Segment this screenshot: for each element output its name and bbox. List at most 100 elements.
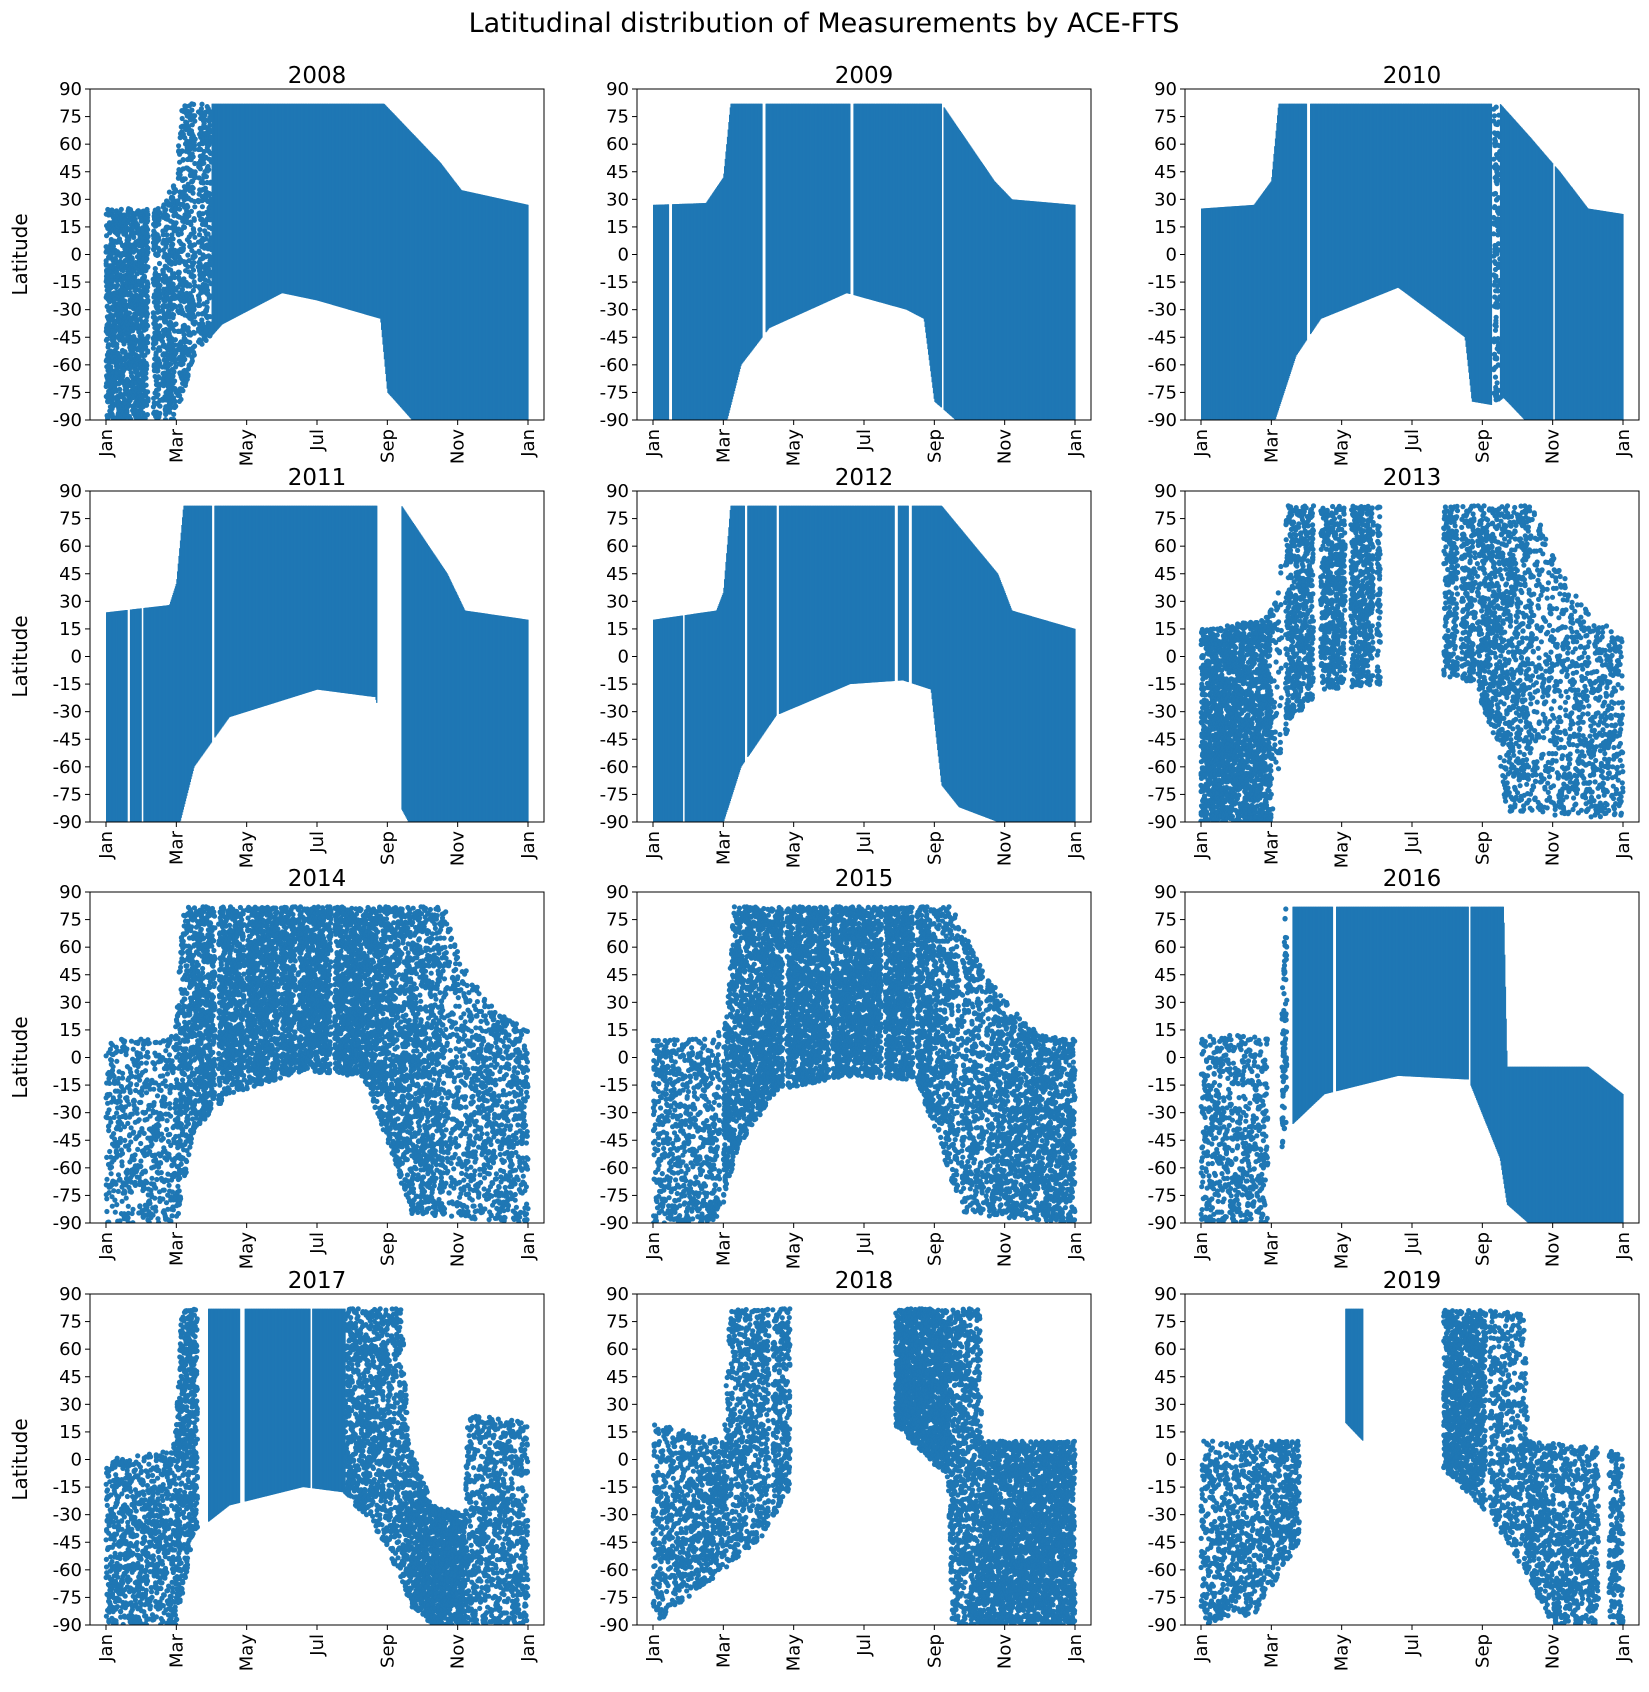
data-band (923, 103, 925, 319)
data-band (250, 103, 253, 310)
data-band (1488, 103, 1490, 405)
data-band (1028, 200, 1030, 420)
data-band (239, 505, 241, 714)
data-point (192, 319, 198, 325)
data-band (937, 103, 939, 405)
data-band (187, 505, 189, 791)
data-band (473, 192, 475, 420)
data-band (1371, 103, 1373, 299)
data-band (1574, 191, 1576, 420)
data-band (349, 103, 351, 310)
data-band (1348, 103, 1350, 308)
data-band (1535, 143, 1537, 420)
data-band (240, 505, 242, 714)
data-band (351, 103, 353, 311)
data-band (845, 103, 847, 294)
data-band (371, 103, 374, 317)
data-band (1479, 103, 1481, 403)
data-band (814, 103, 817, 308)
data-band (740, 103, 742, 367)
data-point (187, 283, 193, 289)
data-band (1611, 212, 1613, 420)
data-band (259, 505, 261, 708)
data-point (191, 314, 197, 320)
data-band (1528, 136, 1531, 420)
data-point (122, 298, 128, 304)
data-band (1224, 206, 1227, 420)
data-band (750, 103, 752, 353)
data-band (369, 103, 371, 316)
data-band (829, 103, 831, 301)
data-band (1557, 169, 1559, 420)
data-band (313, 103, 315, 300)
data-band (1400, 103, 1402, 290)
data-band (1240, 205, 1242, 420)
data-band (951, 118, 953, 417)
data-band (234, 505, 236, 716)
data-band (675, 204, 677, 420)
data-band (945, 110, 947, 412)
data-band (1363, 103, 1365, 302)
data-band (526, 204, 528, 420)
data-band (979, 159, 981, 420)
data-band (319, 505, 321, 690)
data-band (1369, 103, 1371, 300)
data-band (859, 103, 861, 297)
data-band (1333, 103, 1335, 314)
data-point (173, 220, 179, 226)
data-band (377, 103, 379, 319)
data-band (234, 505, 236, 716)
data-band (207, 505, 209, 748)
data-band (794, 103, 796, 317)
data-band (467, 191, 469, 420)
data-band (790, 103, 793, 318)
data-band (961, 134, 964, 420)
data-band (322, 103, 324, 303)
data-band (1014, 199, 1016, 420)
data-band (785, 103, 788, 321)
data-band (1241, 205, 1243, 420)
data-band (295, 103, 297, 296)
data-band (1331, 103, 1333, 315)
data-band (1291, 103, 1293, 368)
data-point (180, 388, 186, 394)
data-band (930, 103, 933, 377)
data-band (1442, 103, 1444, 321)
data-band (1410, 103, 1412, 298)
data-band (307, 103, 309, 299)
data-band (1326, 103, 1328, 317)
data-band (324, 103, 326, 303)
data-band (155, 606, 157, 822)
data-band (900, 103, 902, 309)
data-band (1057, 203, 1059, 420)
data-band (1285, 103, 1287, 387)
data-band (1322, 103, 1324, 318)
data-band (477, 193, 479, 420)
data-band (1551, 162, 1553, 420)
data-band (409, 131, 412, 419)
data-band (407, 129, 409, 416)
scatter-series (106, 505, 529, 822)
data-band (904, 103, 907, 310)
data-band (1428, 103, 1431, 311)
y-tick-label: -90 (1148, 410, 1177, 431)
data-band (798, 103, 800, 315)
data-band (286, 103, 289, 295)
data-band (409, 130, 411, 418)
y-tick-label: 0 (1166, 245, 1177, 266)
data-band (958, 128, 960, 420)
data-point (176, 143, 182, 149)
data-band (935, 103, 937, 404)
data-band (1517, 123, 1519, 413)
data-band (1047, 202, 1049, 420)
data-band (257, 505, 260, 708)
data-band (725, 151, 727, 420)
data-band (504, 199, 506, 420)
data-band (915, 103, 917, 315)
data-band (461, 190, 463, 420)
data-band (293, 103, 295, 296)
data-band (761, 103, 763, 338)
data-band (717, 185, 719, 420)
data-band (1560, 173, 1562, 420)
